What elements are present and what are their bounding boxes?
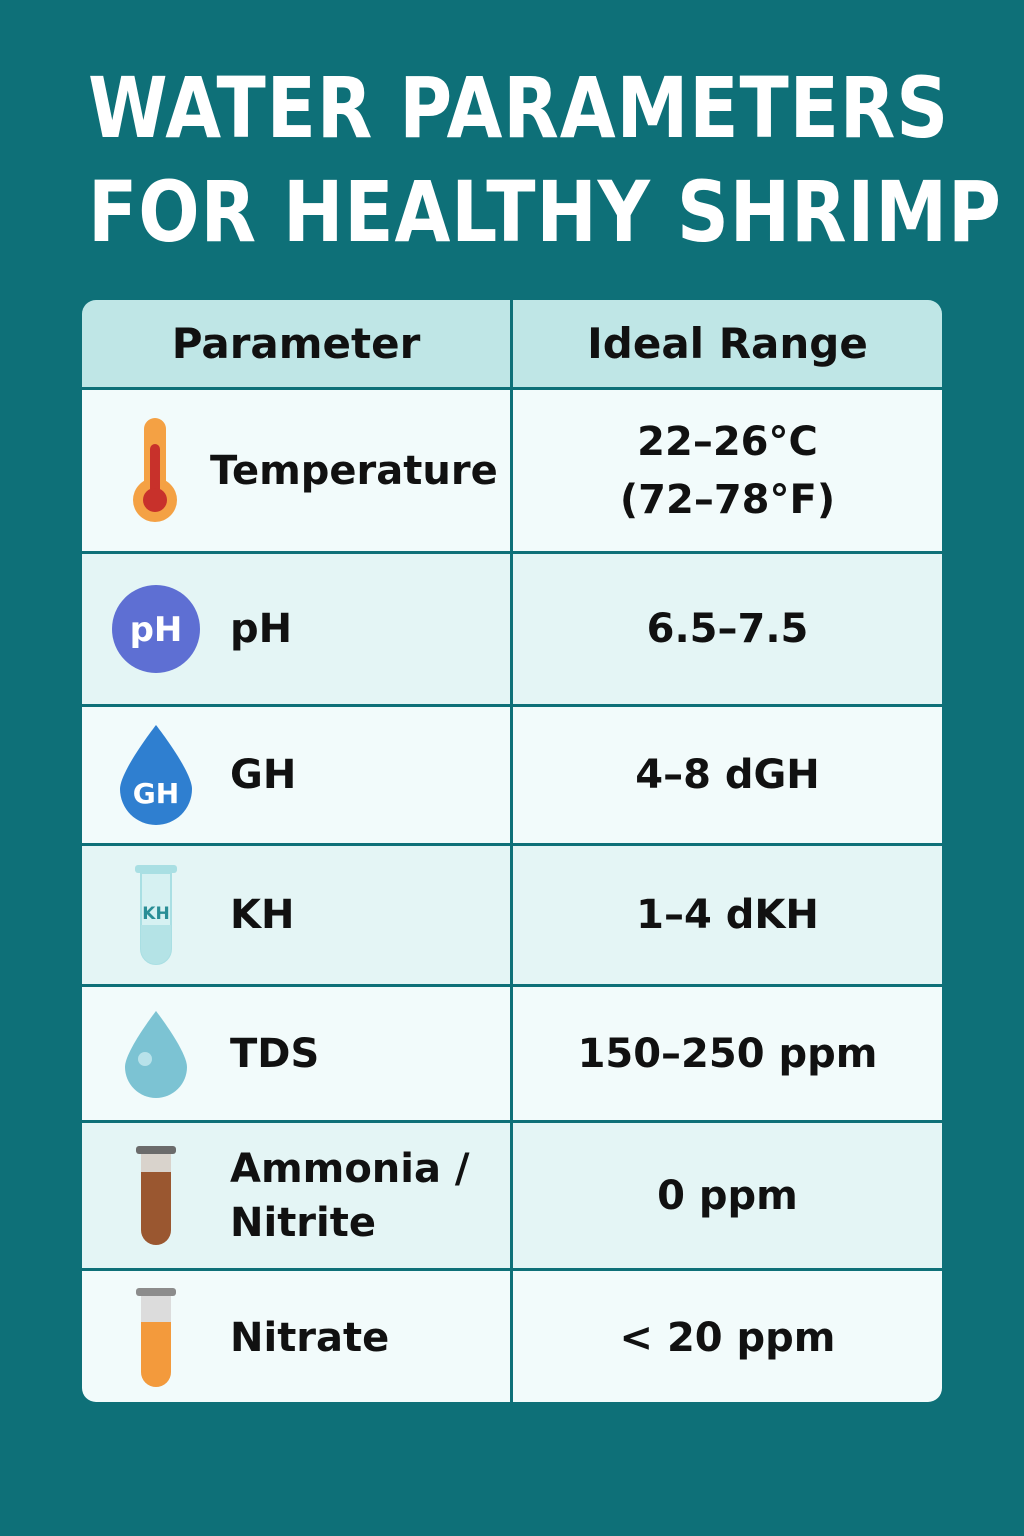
- water-drop-icon: [125, 1010, 187, 1098]
- parameter-name: Nitrate: [230, 1315, 390, 1361]
- page-title: WATER PARAMETERS FOR HEALTHY SHRIMP: [88, 56, 1002, 264]
- table-row-ammonia-nitrite-range: 0 ppm: [513, 1123, 942, 1268]
- header-ideal-range: Ideal Range: [513, 300, 942, 387]
- parameter-name-line-1: Ammonia /: [230, 1145, 470, 1192]
- kh-test-tube-icon: KH: [135, 865, 177, 965]
- parameter-name: TDS: [230, 1030, 320, 1077]
- table-row-ph-parameter: pH pH: [82, 554, 510, 704]
- range-value: 0 ppm: [657, 1172, 798, 1219]
- range-value: 22–26°C: [637, 418, 818, 465]
- table-row-gh-parameter: GH GH: [82, 707, 510, 843]
- range-value: 150–250 ppm: [577, 1030, 878, 1077]
- svg-text:GH: GH: [133, 777, 179, 810]
- svg-text:KH: KH: [142, 904, 169, 924]
- orange-test-tube-icon: [136, 1288, 176, 1387]
- parameter-name: pH: [230, 606, 293, 652]
- title-line-2: FOR HEALTHY SHRIMP: [88, 163, 1002, 261]
- table-row-tds-parameter: TDS: [82, 987, 510, 1120]
- svg-text:pH: pH: [130, 610, 183, 650]
- parameter-name: Temperature: [210, 447, 498, 494]
- table-row-kh-parameter: KH KH: [82, 846, 510, 984]
- title-line-1: WATER PARAMETERS: [88, 59, 950, 157]
- parameter-name-line-2: Nitrite: [230, 1199, 376, 1246]
- range-value: 6.5–7.5: [646, 606, 809, 652]
- ph-icon: pH: [112, 585, 200, 673]
- table-row-ammonia-nitrite-parameter: Ammonia / Nitrite: [82, 1123, 510, 1268]
- range-value: 4–8 dGH: [635, 752, 820, 798]
- table-row-kh-range: 1–4 dKH: [513, 846, 942, 984]
- table-row-temperature-parameter: Temperature: [82, 390, 510, 551]
- brown-test-tube-icon: [136, 1145, 176, 1245]
- parameter-name: KH: [230, 892, 295, 938]
- table-row-tds-range: 150–250 ppm: [513, 987, 942, 1120]
- parameter-name: Ammonia / Nitrite: [230, 1142, 470, 1250]
- gh-water-drop-icon: GH: [120, 725, 192, 825]
- table-row-nitrate-range: < 20 ppm: [513, 1271, 942, 1402]
- table-row-ph-range: 6.5–7.5: [513, 554, 942, 704]
- range-value: 1–4 dKH: [636, 892, 819, 938]
- table-row-temperature-range: 22–26°C (72–78°F): [513, 390, 942, 551]
- table-row-nitrate-parameter: Nitrate: [82, 1271, 510, 1402]
- thermometer-icon: [133, 417, 177, 522]
- range-value: < 20 ppm: [619, 1315, 836, 1361]
- parameters-table: Parameter Ideal Range Temperature 22–26°…: [82, 300, 942, 1402]
- table-row-gh-range: 4–8 dGH: [513, 707, 942, 843]
- header-parameter: Parameter: [82, 300, 510, 387]
- range-value-fahrenheit: (72–78°F): [619, 476, 836, 523]
- parameter-name: GH: [230, 752, 297, 798]
